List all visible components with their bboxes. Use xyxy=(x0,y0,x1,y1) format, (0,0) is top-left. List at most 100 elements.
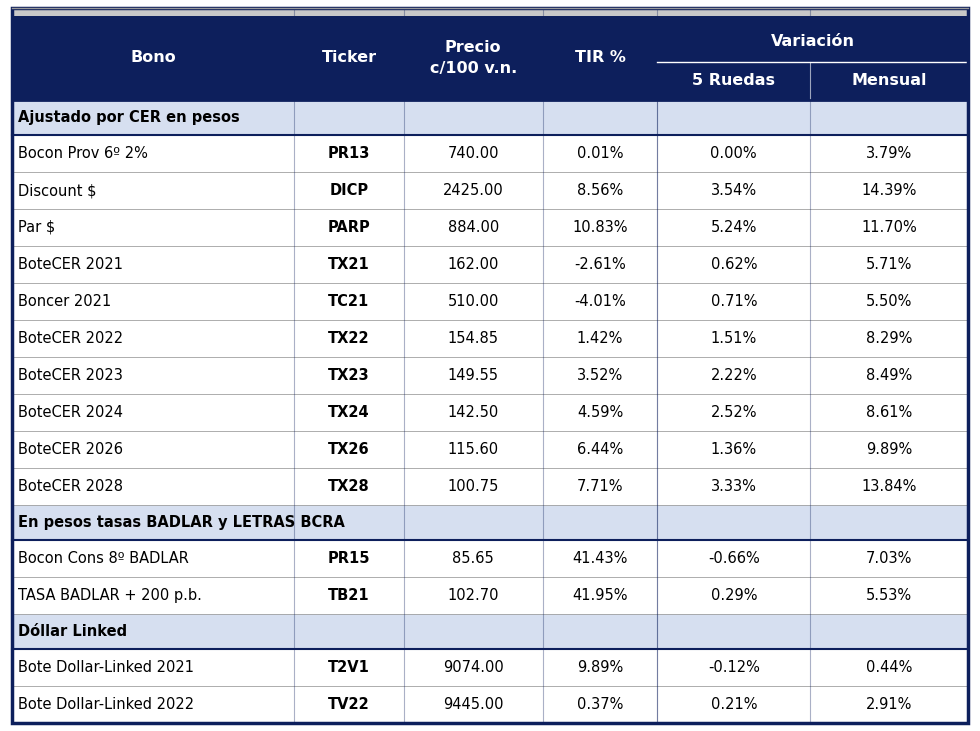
Bar xyxy=(12,649,968,686)
Text: 510.00: 510.00 xyxy=(448,294,499,309)
Text: Ticker: Ticker xyxy=(321,50,376,66)
Text: 0.29%: 0.29% xyxy=(710,588,757,603)
Bar xyxy=(12,172,968,209)
Text: TASA BADLAR + 200 p.b.: TASA BADLAR + 200 p.b. xyxy=(18,588,202,603)
Text: 149.55: 149.55 xyxy=(448,368,499,383)
Text: 4.59%: 4.59% xyxy=(577,405,623,420)
Text: Bocon Cons 8º BADLAR: Bocon Cons 8º BADLAR xyxy=(18,551,189,566)
Text: PR15: PR15 xyxy=(327,551,370,566)
Bar xyxy=(12,16,968,100)
Text: BoteCER 2024: BoteCER 2024 xyxy=(18,405,123,420)
Text: 0.71%: 0.71% xyxy=(710,294,757,309)
Bar xyxy=(12,209,968,246)
Text: PR13: PR13 xyxy=(327,146,370,161)
Text: 3.52%: 3.52% xyxy=(577,368,623,383)
Text: 9445.00: 9445.00 xyxy=(443,697,504,712)
Text: 142.50: 142.50 xyxy=(448,405,499,420)
Text: Precio
c/100 v.n.: Precio c/100 v.n. xyxy=(429,40,516,76)
Text: 85.65: 85.65 xyxy=(453,551,494,566)
Text: 154.85: 154.85 xyxy=(448,331,499,346)
Text: 3.54%: 3.54% xyxy=(710,183,757,198)
Text: 5.53%: 5.53% xyxy=(866,588,912,603)
Text: 1.51%: 1.51% xyxy=(710,331,757,346)
Text: 884.00: 884.00 xyxy=(448,220,499,235)
Text: 2.22%: 2.22% xyxy=(710,368,758,383)
Text: DICP: DICP xyxy=(329,183,368,198)
Text: Par $: Par $ xyxy=(18,220,55,235)
Text: 2.52%: 2.52% xyxy=(710,405,757,420)
Bar xyxy=(12,394,968,431)
Text: 5 Ruedas: 5 Ruedas xyxy=(692,73,775,88)
Text: 9.89%: 9.89% xyxy=(577,660,623,675)
Text: TX26: TX26 xyxy=(328,442,369,457)
Text: Boncer 2021: Boncer 2021 xyxy=(18,294,112,309)
Text: PARP: PARP xyxy=(327,220,370,235)
Text: BoteCER 2028: BoteCER 2028 xyxy=(18,479,123,494)
Bar xyxy=(12,135,968,172)
Text: 3.33%: 3.33% xyxy=(710,479,757,494)
Bar xyxy=(12,283,968,320)
Text: 740.00: 740.00 xyxy=(448,146,499,161)
Text: 10.83%: 10.83% xyxy=(572,220,627,235)
Text: TB21: TB21 xyxy=(328,588,369,603)
Text: 162.00: 162.00 xyxy=(448,257,499,272)
Bar xyxy=(12,540,968,577)
Text: TX24: TX24 xyxy=(328,405,369,420)
Text: 2425.00: 2425.00 xyxy=(443,183,504,198)
Text: 115.60: 115.60 xyxy=(448,442,499,457)
Text: Bono: Bono xyxy=(130,50,175,66)
Text: 102.70: 102.70 xyxy=(448,588,499,603)
Text: Variación: Variación xyxy=(770,34,855,49)
Bar xyxy=(12,100,968,135)
Text: Mensual: Mensual xyxy=(852,73,927,88)
Bar xyxy=(12,8,968,16)
Text: 0.37%: 0.37% xyxy=(577,697,623,712)
Text: 1.42%: 1.42% xyxy=(577,331,623,346)
Text: 11.70%: 11.70% xyxy=(861,220,917,235)
Text: 9074.00: 9074.00 xyxy=(443,660,504,675)
Text: Ajustado por CER en pesos: Ajustado por CER en pesos xyxy=(18,110,240,125)
Text: 8.49%: 8.49% xyxy=(866,368,912,383)
Text: TV22: TV22 xyxy=(328,697,369,712)
Text: TX22: TX22 xyxy=(328,331,369,346)
Text: TX28: TX28 xyxy=(328,479,369,494)
Text: Bote Dollar-Linked 2022: Bote Dollar-Linked 2022 xyxy=(18,697,194,712)
Bar xyxy=(12,686,968,723)
Text: Bote Dollar-Linked 2021: Bote Dollar-Linked 2021 xyxy=(18,660,194,675)
Text: BoteCER 2026: BoteCER 2026 xyxy=(18,442,123,457)
Text: 0.44%: 0.44% xyxy=(866,660,912,675)
Text: 6.44%: 6.44% xyxy=(577,442,623,457)
Text: 9.89%: 9.89% xyxy=(866,442,912,457)
Text: -2.61%: -2.61% xyxy=(574,257,626,272)
Bar xyxy=(12,505,968,540)
Bar xyxy=(12,320,968,357)
Text: Discount $: Discount $ xyxy=(18,183,96,198)
Text: BoteCER 2021: BoteCER 2021 xyxy=(18,257,123,272)
Text: 8.56%: 8.56% xyxy=(577,183,623,198)
Text: TIR %: TIR % xyxy=(574,50,625,66)
Text: 0.21%: 0.21% xyxy=(710,697,757,712)
Text: 41.43%: 41.43% xyxy=(572,551,627,566)
Text: 1.36%: 1.36% xyxy=(710,442,757,457)
Text: 5.71%: 5.71% xyxy=(866,257,912,272)
Text: -0.66%: -0.66% xyxy=(708,551,760,566)
Text: 0.01%: 0.01% xyxy=(576,146,623,161)
Text: En pesos tasas BADLAR y LETRAS BCRA: En pesos tasas BADLAR y LETRAS BCRA xyxy=(18,515,345,530)
Text: TC21: TC21 xyxy=(328,294,369,309)
Text: 7.71%: 7.71% xyxy=(576,479,623,494)
Text: 2.91%: 2.91% xyxy=(866,697,912,712)
Text: Bocon Prov 6º 2%: Bocon Prov 6º 2% xyxy=(18,146,148,161)
Text: TX21: TX21 xyxy=(328,257,369,272)
Text: 0.62%: 0.62% xyxy=(710,257,757,272)
Text: 7.03%: 7.03% xyxy=(866,551,912,566)
Text: TX23: TX23 xyxy=(328,368,369,383)
Bar xyxy=(12,577,968,614)
Text: 41.95%: 41.95% xyxy=(572,588,627,603)
Bar xyxy=(12,614,968,649)
Text: -4.01%: -4.01% xyxy=(574,294,626,309)
Text: T2V1: T2V1 xyxy=(328,660,369,675)
Bar xyxy=(12,468,968,505)
Bar xyxy=(12,431,968,468)
Text: 5.24%: 5.24% xyxy=(710,220,757,235)
Text: 13.84%: 13.84% xyxy=(861,479,917,494)
